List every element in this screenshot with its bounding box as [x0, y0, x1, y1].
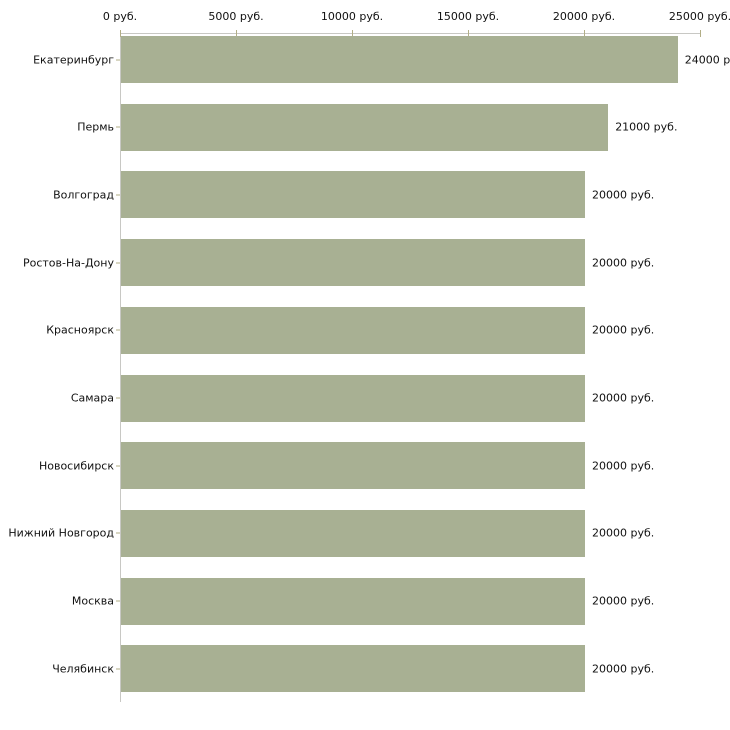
x-axis-tick [120, 30, 121, 37]
value-label: 20000 руб. [592, 323, 655, 337]
value-label: 20000 руб. [592, 594, 655, 608]
category-label: Ростов-На-Дону [22, 256, 114, 270]
x-axis-tick [236, 30, 237, 37]
x-axis-tick-label: 25000 руб. [668, 10, 730, 23]
category-label: Волгоград [53, 188, 114, 202]
category-label: Москва [71, 594, 114, 608]
x-axis-tick [700, 30, 701, 37]
category-tick [116, 397, 120, 399]
x-axis-tick [584, 30, 585, 37]
bar [121, 645, 585, 693]
category-tick [116, 465, 120, 467]
value-label: 20000 руб. [592, 459, 655, 473]
category-tick [116, 600, 120, 602]
category-tick [116, 668, 120, 670]
category-label: Пермь [77, 120, 114, 134]
x-axis-tick-label: 10000 руб. [320, 10, 384, 23]
category-tick [116, 126, 120, 128]
bar [121, 171, 585, 219]
bar [121, 509, 585, 557]
x-axis-tick-label: 15000 руб. [436, 10, 500, 23]
y-axis-line [120, 33, 121, 702]
category-tick [116, 532, 120, 534]
bar [121, 577, 585, 625]
value-label: 20000 руб. [592, 662, 655, 676]
value-label: 20000 руб. [592, 188, 655, 202]
value-label: 21000 руб. [615, 120, 678, 134]
x-axis-line [120, 33, 700, 34]
category-label: Красноярск [46, 323, 114, 337]
x-axis-tick [352, 30, 353, 37]
category-tick [116, 262, 120, 264]
category-tick [116, 194, 120, 196]
bar [121, 36, 678, 83]
bar [121, 103, 609, 151]
x-axis-tick-label: 20000 руб. [552, 10, 616, 23]
bar [121, 442, 585, 490]
x-axis-tick-label: 5000 руб. [208, 10, 264, 23]
category-label: Челябинск [52, 662, 114, 676]
category-label: Екатеринбург [33, 53, 114, 66]
value-label: 20000 руб. [592, 526, 655, 540]
x-axis-tick-label: 0 руб. [102, 10, 138, 23]
x-axis-tick [468, 30, 469, 37]
category-label: Нижний Новгород [8, 526, 114, 540]
value-label: 24000 руб. [684, 53, 730, 66]
value-label: 20000 руб. [592, 391, 655, 405]
category-label: Самара [70, 391, 114, 405]
category-tick [116, 329, 120, 331]
category-label: Новосибирск [38, 459, 114, 473]
bar [121, 239, 585, 287]
value-label: 20000 руб. [592, 256, 655, 270]
category-tick [116, 59, 120, 60]
bar [121, 374, 585, 422]
bar [121, 306, 585, 354]
